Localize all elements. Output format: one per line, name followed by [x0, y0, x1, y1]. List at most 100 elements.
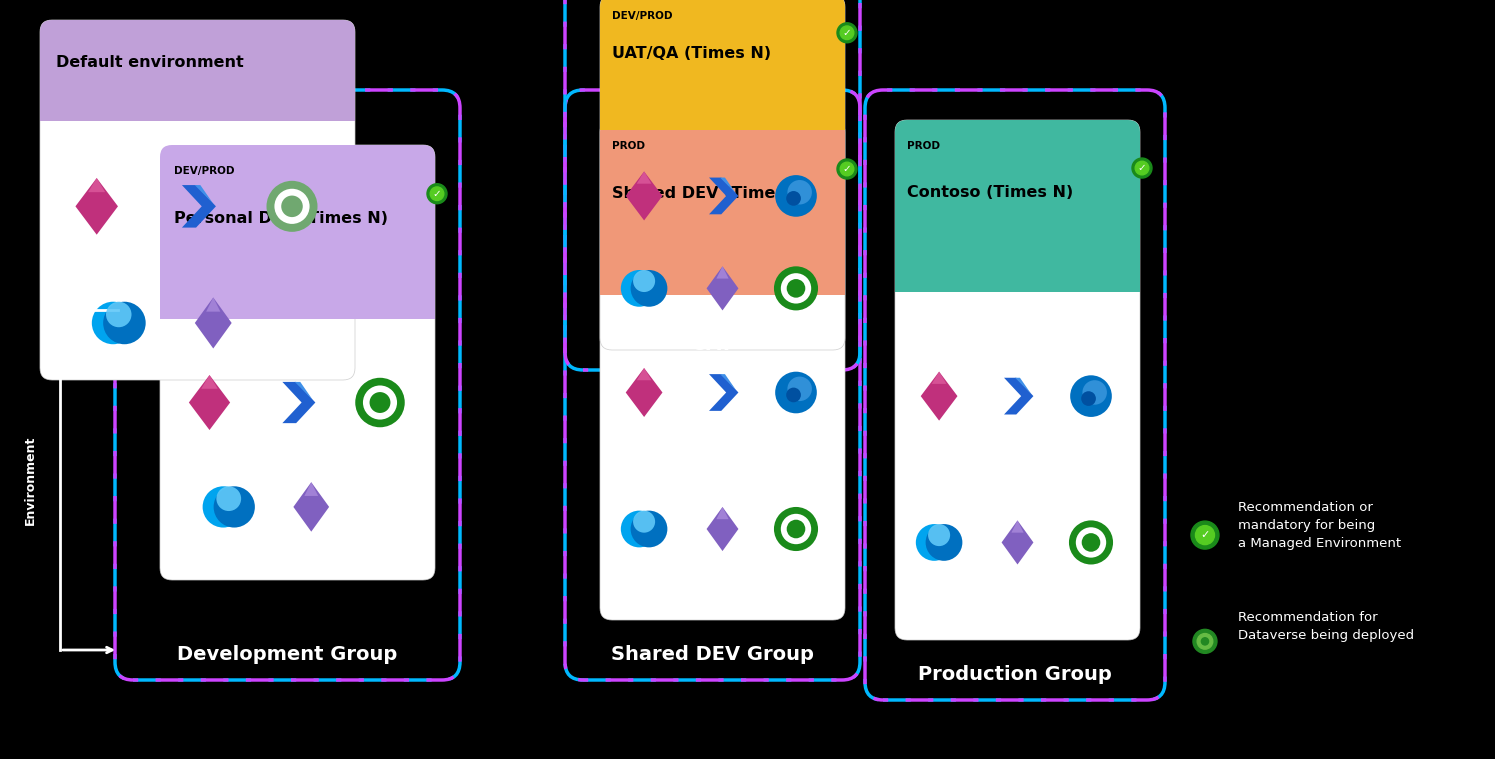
- Bar: [599, 62, 845, 130]
- Polygon shape: [637, 368, 652, 380]
- Circle shape: [106, 302, 132, 327]
- Text: Contoso (Times N): Contoso (Times N): [907, 185, 1073, 200]
- Polygon shape: [707, 266, 739, 310]
- FancyBboxPatch shape: [896, 120, 1141, 640]
- Polygon shape: [1002, 521, 1033, 565]
- FancyBboxPatch shape: [40, 20, 354, 380]
- Circle shape: [788, 180, 812, 204]
- Text: ✓: ✓: [843, 28, 851, 38]
- Bar: [40, 71, 354, 121]
- Circle shape: [1193, 629, 1217, 653]
- Circle shape: [1076, 528, 1106, 558]
- Circle shape: [363, 386, 398, 420]
- Circle shape: [925, 524, 963, 561]
- FancyBboxPatch shape: [160, 145, 435, 580]
- Circle shape: [214, 487, 254, 528]
- Circle shape: [786, 388, 801, 402]
- Polygon shape: [194, 185, 214, 203]
- Polygon shape: [626, 368, 662, 417]
- Circle shape: [774, 266, 818, 310]
- Circle shape: [203, 487, 244, 528]
- Polygon shape: [75, 178, 118, 235]
- FancyBboxPatch shape: [599, 0, 845, 350]
- Circle shape: [1069, 521, 1114, 565]
- Text: Default environment: Default environment: [55, 55, 244, 71]
- Polygon shape: [305, 482, 318, 496]
- Circle shape: [1197, 634, 1212, 649]
- Circle shape: [431, 187, 444, 200]
- FancyBboxPatch shape: [599, 120, 845, 295]
- Text: Personal DEV (Times N): Personal DEV (Times N): [173, 211, 387, 226]
- Polygon shape: [283, 382, 315, 424]
- Circle shape: [837, 159, 857, 179]
- Circle shape: [631, 270, 667, 307]
- Text: Environment: Environment: [24, 436, 36, 524]
- Circle shape: [103, 302, 145, 345]
- Circle shape: [1082, 533, 1100, 552]
- Circle shape: [840, 162, 854, 176]
- Text: Recommendation or
mandatory for being
a Managed Environment: Recommendation or mandatory for being a …: [1238, 501, 1401, 550]
- Text: UAT: UAT: [691, 335, 734, 354]
- Circle shape: [632, 511, 655, 533]
- Circle shape: [916, 524, 952, 561]
- FancyBboxPatch shape: [896, 120, 1141, 291]
- Circle shape: [837, 23, 857, 43]
- Circle shape: [786, 520, 806, 538]
- FancyBboxPatch shape: [599, 120, 845, 620]
- Circle shape: [1081, 391, 1096, 406]
- Polygon shape: [1005, 378, 1033, 414]
- Polygon shape: [707, 507, 739, 551]
- Circle shape: [840, 26, 854, 39]
- Circle shape: [1070, 375, 1112, 417]
- Text: ✓: ✓: [1138, 163, 1147, 173]
- Circle shape: [1192, 521, 1218, 549]
- Circle shape: [1196, 525, 1214, 545]
- Polygon shape: [709, 374, 739, 411]
- Circle shape: [786, 191, 801, 206]
- Circle shape: [281, 196, 303, 217]
- Circle shape: [369, 392, 390, 413]
- Text: Recommendation for
Dataverse being deployed: Recommendation for Dataverse being deplo…: [1238, 611, 1414, 642]
- Circle shape: [776, 372, 816, 414]
- FancyBboxPatch shape: [599, 0, 845, 130]
- Polygon shape: [188, 375, 230, 430]
- Circle shape: [428, 184, 447, 203]
- Bar: [599, 207, 845, 295]
- Polygon shape: [721, 374, 736, 390]
- Circle shape: [620, 270, 658, 307]
- Circle shape: [266, 181, 317, 231]
- Circle shape: [780, 514, 812, 544]
- FancyBboxPatch shape: [160, 145, 435, 319]
- Circle shape: [275, 189, 309, 224]
- FancyBboxPatch shape: [40, 20, 354, 121]
- Polygon shape: [626, 172, 662, 220]
- Polygon shape: [721, 178, 736, 194]
- Text: PROD: PROD: [907, 140, 940, 150]
- Circle shape: [1135, 161, 1148, 175]
- Polygon shape: [182, 185, 215, 228]
- Polygon shape: [206, 298, 220, 312]
- Circle shape: [217, 487, 241, 511]
- Polygon shape: [931, 372, 946, 384]
- Polygon shape: [88, 178, 105, 192]
- Polygon shape: [716, 507, 728, 519]
- Polygon shape: [202, 375, 218, 389]
- Text: Shared DEV (Times N): Shared DEV (Times N): [613, 187, 812, 201]
- Polygon shape: [716, 266, 728, 279]
- Circle shape: [632, 270, 655, 292]
- Text: Development Group: Development Group: [178, 645, 398, 664]
- Text: ✓: ✓: [843, 164, 851, 174]
- Circle shape: [786, 279, 806, 298]
- Polygon shape: [295, 382, 312, 400]
- Circle shape: [1082, 380, 1106, 405]
- Text: PROD: PROD: [613, 141, 646, 151]
- Circle shape: [776, 175, 816, 217]
- Circle shape: [928, 524, 951, 546]
- Text: DEV/PROD: DEV/PROD: [173, 166, 235, 176]
- Text: UAT/QA (Times N): UAT/QA (Times N): [613, 46, 771, 61]
- Text: Shared DEV Group: Shared DEV Group: [611, 645, 813, 664]
- Circle shape: [620, 511, 658, 547]
- Polygon shape: [194, 298, 232, 348]
- Bar: [896, 206, 1141, 291]
- Circle shape: [356, 378, 405, 427]
